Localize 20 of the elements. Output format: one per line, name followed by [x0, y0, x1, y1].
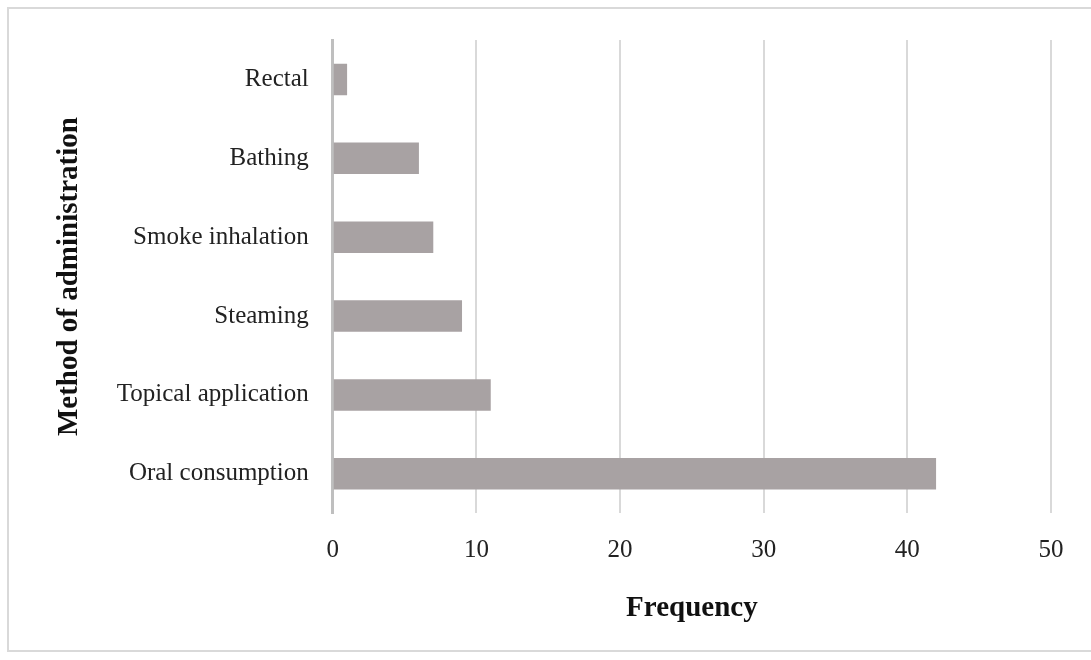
- y-tick-label: Bathing: [229, 142, 310, 170]
- y-tick-label: Oral consumption: [128, 458, 310, 486]
- bar: [333, 142, 419, 175]
- bar: [333, 221, 434, 253]
- bar: [333, 457, 937, 490]
- x-tick-label: 20: [607, 534, 633, 562]
- y-axis-title: Method of administration: [50, 117, 83, 437]
- x-tick-label: 10: [463, 534, 489, 562]
- y-tick-label: Smoke inhalation: [133, 221, 310, 249]
- bar: [333, 379, 491, 411]
- y-tick-label: Steaming: [214, 300, 310, 328]
- y-tick-label: Rectal: [244, 64, 309, 91]
- bar: [333, 300, 463, 332]
- x-tick-label: 40: [894, 534, 920, 562]
- bar: [333, 63, 348, 96]
- x-axis-title: Frequency: [626, 590, 759, 623]
- x-tick-label: 30: [751, 534, 777, 562]
- x-tick-label: 50: [1038, 534, 1064, 562]
- y-tick-label: Topical application: [116, 379, 310, 407]
- x-tick-label: 0: [326, 534, 339, 562]
